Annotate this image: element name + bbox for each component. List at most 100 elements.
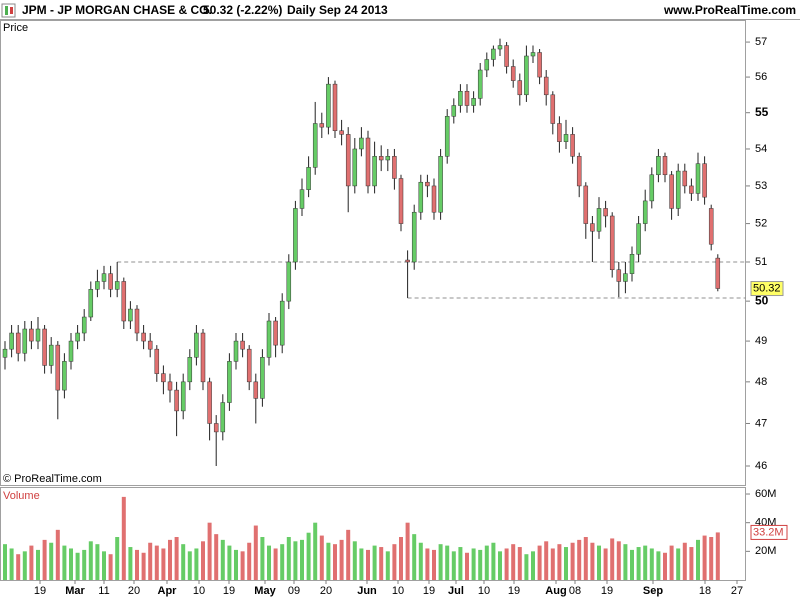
- volume-bar: [75, 552, 80, 580]
- y-tick-label: 52: [755, 217, 767, 229]
- volume-bar: [95, 544, 100, 580]
- volume-bar: [168, 539, 172, 580]
- volume-bar: [438, 544, 443, 580]
- volume-bar: [108, 554, 113, 580]
- volume-bar: [418, 542, 423, 580]
- candle-body: [273, 320, 278, 346]
- x-tick-label: Jun: [357, 585, 377, 597]
- volume-bar: [385, 551, 390, 580]
- icon-part: [5, 6, 8, 15]
- last-volume-box: [750, 524, 788, 540]
- volume-bar: [115, 537, 120, 580]
- volume-bar: [247, 542, 252, 580]
- candle-body: [438, 156, 443, 213]
- volume-bar: [366, 549, 370, 580]
- candle-body: [246, 348, 252, 383]
- volume-bar: [432, 549, 436, 580]
- x-tick-label: May: [254, 585, 276, 597]
- candle-body: [266, 320, 272, 358]
- candle-body: [81, 316, 87, 334]
- volume-bar: [214, 534, 219, 580]
- volume-bar: [544, 541, 549, 580]
- x-tick-label: 19: [601, 585, 613, 597]
- title: JPM - JP MORGAN CHASE & CO.: [22, 3, 212, 17]
- candle-body: [134, 308, 140, 334]
- candle-body: [62, 361, 67, 391]
- last-price-label: 50.32: [753, 282, 781, 294]
- last-price-box: [750, 281, 784, 297]
- candle-body: [319, 123, 325, 128]
- volume-label: Volume: [3, 490, 40, 502]
- volume-bar: [676, 548, 681, 580]
- volume-bar: [372, 545, 377, 580]
- volume-bar: [161, 548, 166, 580]
- candle-body: [543, 76, 549, 96]
- candle-body: [174, 389, 179, 412]
- volume-bar: [300, 539, 304, 580]
- volume-bar: [49, 542, 54, 580]
- candle-body: [260, 357, 265, 399]
- candle-body: [147, 340, 153, 350]
- candle-body: [95, 281, 100, 290]
- candle-body: [187, 357, 193, 383]
- volume-bar: [649, 548, 654, 580]
- y-tick-label: 48: [755, 376, 767, 388]
- candle-body: [42, 328, 47, 366]
- candle-body: [590, 223, 595, 232]
- volume-bar: [234, 549, 238, 580]
- volume-bar: [702, 535, 707, 580]
- volume-bar: [36, 549, 40, 580]
- volume-bar: [696, 539, 700, 580]
- volume-bar: [121, 496, 126, 580]
- volume-bar: [524, 554, 529, 580]
- x-tick-label: Sep: [643, 585, 663, 597]
- volume-bar: [187, 551, 192, 580]
- candle-body: [623, 273, 628, 282]
- volume-bar: [333, 544, 337, 580]
- volume-bar: [22, 551, 27, 580]
- volume-bar: [630, 549, 634, 580]
- volume-bar: [484, 545, 489, 580]
- x-tick-label: 19: [423, 585, 435, 597]
- y-tick-label: 60M: [755, 488, 776, 500]
- y-tick-label: 55: [755, 105, 769, 119]
- candle-body: [603, 208, 608, 217]
- candle-body: [352, 148, 358, 187]
- candle-body: [326, 83, 331, 128]
- volume-bar: [537, 545, 542, 580]
- candle-body: [29, 328, 34, 342]
- copyright: © ProRealTime.com: [3, 473, 102, 485]
- date: Sep 24 2013: [319, 3, 388, 17]
- candle-body: [286, 261, 292, 302]
- candle-body: [418, 181, 424, 213]
- candle-body: [141, 332, 146, 342]
- candle-body: [675, 170, 681, 209]
- candle-body: [715, 257, 721, 289]
- volume-bar: [359, 548, 364, 580]
- candle-body: [504, 45, 509, 67]
- volume-bar: [550, 548, 555, 580]
- candle-body: [55, 344, 61, 391]
- volume-bar: [715, 532, 720, 580]
- candle-body: [669, 174, 674, 209]
- candle-body: [345, 134, 351, 187]
- candle-body: [431, 185, 437, 213]
- volume-bar: [570, 542, 575, 580]
- candle-body: [411, 211, 417, 263]
- volume-bar: [504, 548, 509, 580]
- candle-body: [167, 381, 173, 391]
- x-tick-label: 19: [508, 585, 520, 597]
- volume-bar: [603, 548, 608, 580]
- last-volume-label: 33.2M: [753, 526, 784, 538]
- volume-bar: [273, 548, 278, 580]
- volume-bar: [227, 545, 232, 580]
- volume-bar: [293, 541, 298, 580]
- x-tick-label: 10: [193, 585, 205, 597]
- volume-bar: [478, 549, 483, 580]
- volume-bar: [286, 537, 291, 580]
- candle-body: [444, 116, 450, 157]
- candle-body: [207, 381, 212, 424]
- candle-body: [530, 52, 536, 57]
- volume-bar: [154, 545, 159, 580]
